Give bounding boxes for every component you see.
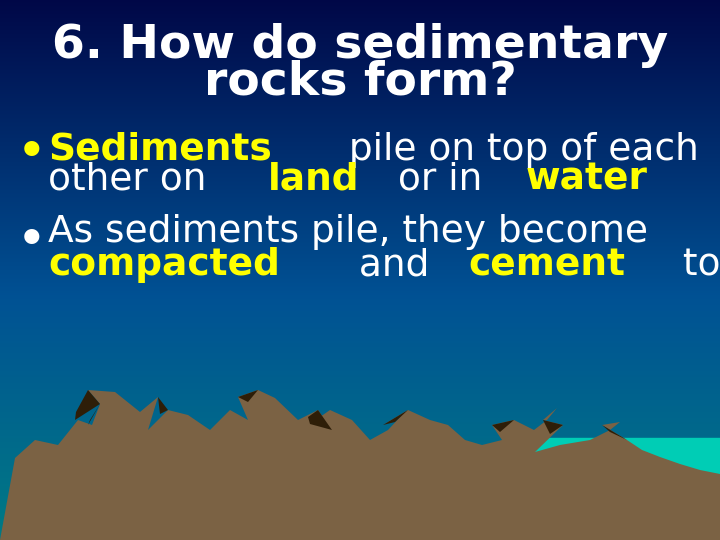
- Text: •: •: [18, 219, 45, 261]
- Polygon shape: [492, 420, 514, 432]
- Text: compacted: compacted: [48, 247, 280, 283]
- Text: Sediments: Sediments: [48, 132, 271, 168]
- Text: cement: cement: [469, 247, 626, 283]
- Text: rocks form?: rocks form?: [204, 59, 516, 105]
- Polygon shape: [383, 410, 408, 425]
- Polygon shape: [158, 397, 168, 414]
- Polygon shape: [602, 425, 627, 440]
- Text: 6. How do sedimentary: 6. How do sedimentary: [52, 23, 668, 68]
- Polygon shape: [0, 390, 720, 540]
- Text: pile on top of each: pile on top of each: [337, 132, 698, 168]
- Bar: [535, 438, 720, 540]
- Text: land: land: [268, 162, 359, 198]
- Text: •: •: [18, 131, 45, 173]
- Polygon shape: [75, 390, 100, 420]
- Text: together: together: [671, 247, 720, 283]
- Polygon shape: [238, 390, 258, 402]
- Text: other on: other on: [48, 162, 218, 198]
- Text: As sediments pile, they become: As sediments pile, they become: [48, 214, 648, 250]
- Text: water: water: [526, 162, 647, 198]
- Polygon shape: [308, 410, 332, 430]
- Text: or in: or in: [386, 162, 494, 198]
- Text: and: and: [347, 247, 441, 283]
- Polygon shape: [543, 420, 563, 434]
- Polygon shape: [88, 404, 100, 425]
